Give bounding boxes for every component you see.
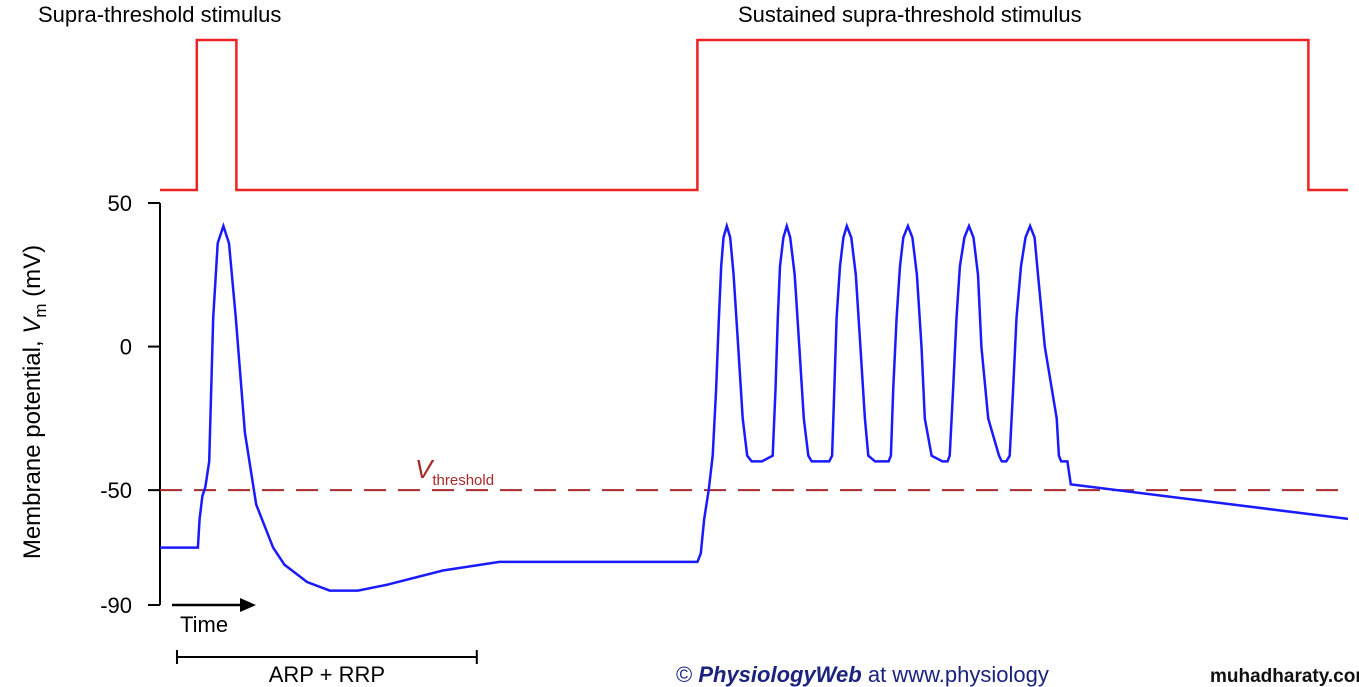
time-arrow-head: [240, 598, 256, 612]
stimulus-label-2: Sustained supra-threshold stimulus: [738, 2, 1082, 27]
stimulus-trace: [160, 38, 1348, 192]
threshold-label-subscript: threshold: [432, 472, 494, 489]
y-tick-label: -90: [100, 593, 132, 618]
y-axis-label-subscript: m: [31, 304, 50, 318]
copyright-watermark: © PhysiologyWeb at www.physiology: [676, 662, 1049, 687]
y-axis-label-symbol: V: [19, 316, 46, 334]
y-axis-label-unit: (mV): [19, 245, 46, 304]
membrane-potential-trace: [160, 221, 1349, 592]
watermark-brand: PhysiologyWeb: [698, 662, 861, 687]
site-overlay-watermark: muhadharaty.com: [1210, 666, 1359, 687]
watermark-suffix: at www.physiology: [862, 662, 1049, 687]
y-tick-label: -50: [100, 478, 132, 503]
stimulus-label-1: Supra-threshold stimulus: [38, 2, 281, 27]
refractory-bracket: [175, 650, 478, 664]
y-tick-label: 50: [108, 191, 132, 216]
y-axis-label-main: Membrane potential,: [19, 334, 46, 559]
threshold-label-main: V: [415, 454, 435, 484]
threshold-label: Vthreshold: [415, 454, 494, 489]
watermark-prefix: ©: [676, 662, 698, 687]
time-label: Time: [180, 612, 228, 637]
refractory-label: ARP + RRP: [269, 662, 385, 687]
y-tick-label: 0: [120, 335, 132, 360]
y-axis-label: Membrane potential, Vm (mV): [19, 245, 50, 559]
time-arrow: [172, 598, 256, 612]
